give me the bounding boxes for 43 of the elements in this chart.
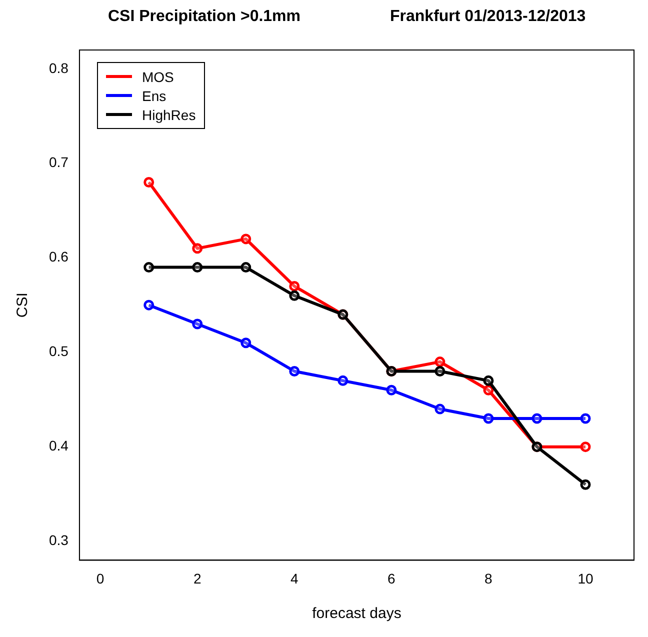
point <box>434 366 446 376</box>
point <box>240 262 252 273</box>
point <box>434 404 446 414</box>
legend-label: HighRes <box>142 106 196 122</box>
point <box>192 318 203 330</box>
point <box>240 234 252 244</box>
x-axis-title: forecast days <box>312 605 402 622</box>
y-tick-label: 0.7 <box>48 154 69 170</box>
point <box>532 413 542 424</box>
y-axis-title: CSI <box>14 292 32 318</box>
x-tick-label: 4 <box>290 570 298 586</box>
point <box>338 375 348 386</box>
x-tick-label: 10 <box>578 570 594 586</box>
x-tick-label: 0 <box>96 570 104 586</box>
point <box>483 384 494 396</box>
point <box>144 262 154 273</box>
chart-title: CSI Precipitation >0.1mm <box>108 8 301 26</box>
point <box>483 375 494 386</box>
y-tick-label: 0.5 <box>48 343 69 360</box>
point <box>580 479 591 490</box>
point <box>144 177 154 188</box>
chart-subtitle: Frankfurt 01/2013-12/2013 <box>390 8 586 26</box>
point <box>434 356 446 368</box>
legend-label: Ens <box>142 88 166 104</box>
point <box>289 366 300 376</box>
point <box>580 413 591 424</box>
legend-label: MOS <box>142 68 174 84</box>
y-tick-label: 0.8 <box>48 60 69 76</box>
y-tick-label: 0.6 <box>48 248 69 265</box>
y-tick-label: 0.3 <box>48 532 69 548</box>
point <box>289 290 300 301</box>
x-tick-label: 8 <box>484 570 493 586</box>
point <box>240 338 252 348</box>
point <box>144 300 154 310</box>
point <box>192 262 203 273</box>
x-tick-label: 2 <box>193 570 202 586</box>
x-tick-label: 6 <box>388 570 396 586</box>
point <box>483 413 494 424</box>
point <box>580 442 591 452</box>
point <box>192 243 203 254</box>
point <box>289 280 300 292</box>
y-tick-label: 0.4 <box>48 438 69 454</box>
point <box>386 384 397 396</box>
